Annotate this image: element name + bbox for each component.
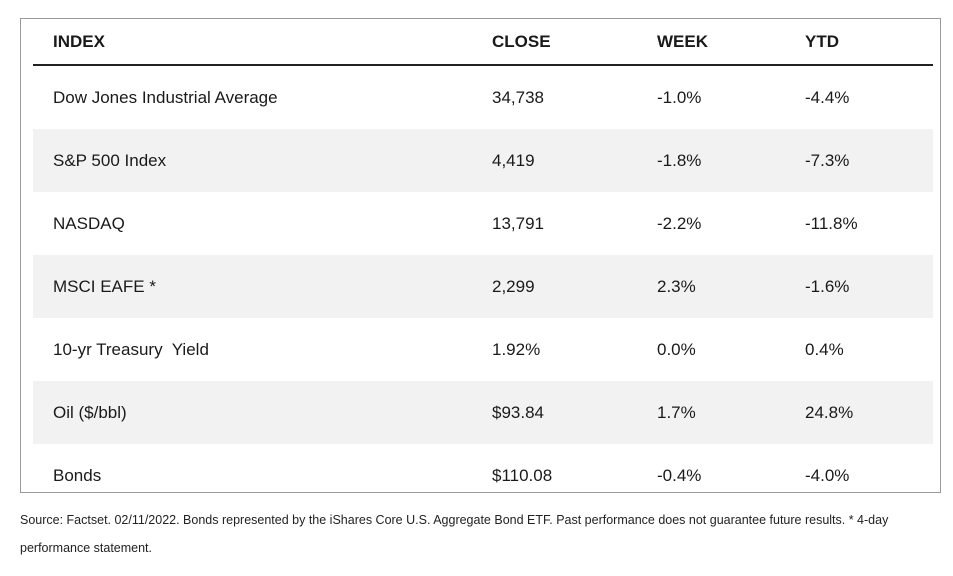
table-cell: 2.3% (657, 276, 696, 296)
table-cell: -0.4% (657, 465, 702, 485)
table-cell: 1.92% (492, 339, 541, 359)
table-row: NASDAQ 13,791 -2.2% -11.8% (33, 192, 933, 255)
table-cell: -4.0% (805, 465, 850, 485)
table-cell: -1.6% (805, 276, 850, 296)
table-row: Dow Jones Industrial Average 34,738 -1.0% -… (33, 66, 933, 129)
footnote: Source: Factset. 02/11/2022. Bonds repre… (20, 513, 889, 555)
table-cell: 2,299 (492, 276, 535, 296)
table-cell: 4,419 (492, 150, 535, 170)
header-cell: INDEX (53, 31, 105, 51)
table-cell: -2.2% (657, 213, 702, 233)
table-row: Oil ($/bbl) $93.84 1.7% 24.8% (33, 381, 933, 444)
header-row: INDEX CLOSE WEEK YTD (33, 19, 933, 66)
table-cell: 0.4% (805, 339, 844, 359)
table-cell: Oil ($/bbl) (53, 402, 127, 422)
table-cell: 13,791 (492, 213, 544, 233)
table-cell: S&P 500 Index (53, 150, 167, 170)
table-cell: 10-yr Treasury Yield (53, 339, 209, 359)
table-cell: -1.8% (657, 150, 702, 170)
table-row: S&P 500 Index 4,419 -1.8% -7.3% (33, 129, 933, 192)
table-cell: -4.4% (805, 87, 850, 107)
table-cell: Bonds (53, 465, 102, 485)
table-cell: -1.0% (657, 87, 702, 107)
table-row: MSCI EAFE * 2,299 2.3% -1.6% (33, 255, 933, 318)
table: INDEX CLOSE WEEK YTD Dow Jones Industrial A… (20, 18, 941, 493)
table-cell: -11.8% (805, 213, 858, 233)
table-cell: 0.0% (657, 339, 696, 359)
table-cell: 34,738 (492, 87, 544, 107)
header-cell: CLOSE (492, 31, 551, 51)
table-row: Bonds $110.08 -0.4% -4.0% (33, 444, 933, 507)
table-cell: Dow Jones Industrial Average (53, 87, 278, 107)
table-cell: 1.7% (657, 402, 696, 422)
table-cell: 24.8% (805, 402, 854, 422)
table-row: 10-yr Treasury Yield 1.92% 0.0% 0.4% (33, 318, 933, 381)
header-cell: WEEK (657, 31, 708, 51)
table-cell: $110.08 (492, 465, 553, 485)
header-cell: YTD (805, 31, 839, 51)
table-cell: MSCI EAFE * (53, 276, 156, 296)
table-cell: NASDAQ (53, 213, 125, 233)
table-cell: -7.3% (805, 150, 850, 170)
table-cell: $93.84 (492, 402, 544, 422)
